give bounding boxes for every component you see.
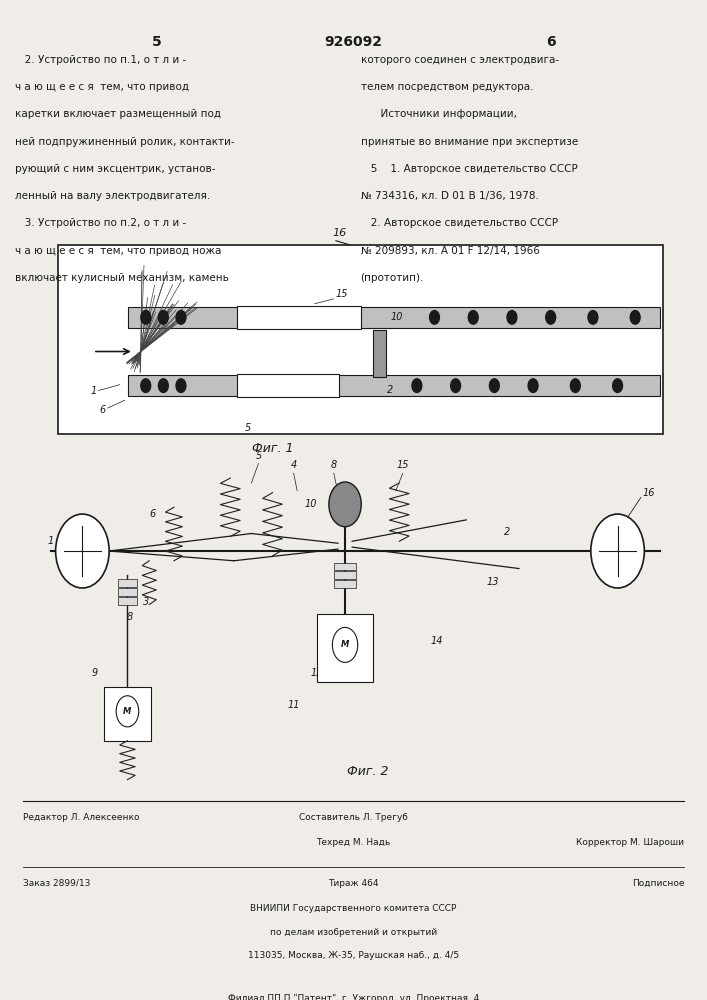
Bar — [58, 245, 663, 434]
Text: 10: 10 — [305, 499, 317, 509]
Text: Филиал ПП П "Патент", г. Ужгород, ул. Проектная, 4: Филиал ПП П "Патент", г. Ужгород, ул. Пр… — [228, 994, 479, 1000]
Text: 1: 1 — [90, 386, 96, 396]
Text: Фиг. 2: Фиг. 2 — [347, 765, 388, 778]
Text: 6: 6 — [546, 35, 556, 49]
Circle shape — [176, 379, 186, 392]
Text: телем посредством редуктора.: телем посредством редуктора. — [361, 82, 533, 92]
Text: 6: 6 — [100, 405, 105, 415]
Text: M: M — [341, 640, 349, 649]
Text: 6: 6 — [150, 509, 156, 519]
Text: 2: 2 — [387, 385, 394, 395]
Circle shape — [176, 311, 186, 324]
Text: 15: 15 — [397, 460, 409, 470]
Text: Редактор Л. Алексеенко: Редактор Л. Алексеенко — [23, 813, 139, 822]
Circle shape — [507, 311, 517, 324]
Text: 12: 12 — [310, 668, 323, 678]
Text: ВНИИПИ Государственного комитета СССР: ВНИИПИ Государственного комитета СССР — [250, 904, 457, 913]
Text: 11: 11 — [287, 700, 300, 710]
Text: ней подпружиненный ролик, контакти-: ней подпружиненный ролик, контакти- — [16, 137, 235, 147]
Text: 16: 16 — [332, 228, 346, 238]
Text: 2. Устройство по п.1, о т л и -: 2. Устройство по п.1, о т л и - — [16, 55, 187, 65]
Text: 14: 14 — [431, 636, 443, 646]
Text: 926092: 926092 — [325, 35, 382, 49]
Circle shape — [332, 627, 358, 662]
Text: 3. Устройство по п.2, о т л и -: 3. Устройство по п.2, о т л и - — [16, 218, 187, 228]
Text: 9: 9 — [91, 668, 98, 678]
Text: 3: 3 — [143, 597, 149, 607]
Circle shape — [141, 379, 151, 392]
Text: M: M — [123, 707, 132, 716]
Text: Заказ 2899/13: Заказ 2899/13 — [23, 879, 90, 888]
Bar — [128, 307, 660, 328]
Circle shape — [141, 311, 151, 324]
Text: 2: 2 — [504, 527, 510, 537]
Bar — [238, 374, 339, 397]
Text: 8: 8 — [331, 460, 337, 470]
Circle shape — [468, 311, 478, 324]
Circle shape — [591, 514, 644, 588]
Text: ч а ю щ е е с я  тем, что привод: ч а ю щ е е с я тем, что привод — [16, 82, 189, 92]
Circle shape — [588, 311, 598, 324]
Text: 13: 13 — [486, 577, 499, 587]
Bar — [334, 563, 356, 570]
Text: рующий с ним эксцентрик, установ-: рующий с ним эксцентрик, установ- — [16, 164, 216, 174]
Text: 5: 5 — [151, 35, 161, 49]
Circle shape — [329, 482, 361, 527]
Text: Тираж 464: Тираж 464 — [328, 879, 379, 888]
Text: Составитель Л. Трегуб: Составитель Л. Трегуб — [299, 813, 408, 822]
Bar — [103, 687, 151, 741]
Bar — [238, 306, 361, 329]
Bar — [118, 588, 136, 596]
Bar — [118, 597, 136, 605]
Text: 5    1. Авторское свидетельство СССР: 5 1. Авторское свидетельство СССР — [361, 164, 578, 174]
Bar — [334, 580, 356, 588]
Circle shape — [450, 379, 460, 392]
Text: 10: 10 — [390, 312, 402, 322]
Circle shape — [571, 379, 580, 392]
Circle shape — [528, 379, 538, 392]
Text: 5: 5 — [255, 451, 262, 461]
Text: включает кулисный механизм, камень: включает кулисный механизм, камень — [16, 273, 229, 283]
Text: Корректор М. Шароши: Корректор М. Шароши — [576, 838, 684, 847]
Circle shape — [630, 311, 640, 324]
Circle shape — [412, 379, 422, 392]
Text: 113035, Москва, Ж-35, Раушская наб., д. 4/5: 113035, Москва, Ж-35, Раушская наб., д. … — [248, 951, 459, 960]
Text: № 734316, кл. D 01 В 1/36, 1978.: № 734316, кл. D 01 В 1/36, 1978. — [361, 191, 539, 201]
Circle shape — [56, 514, 109, 588]
Text: Техред М. Надь: Техред М. Надь — [316, 838, 391, 847]
Text: которого соединен с электродвига-: которого соединен с электродвига- — [361, 55, 559, 65]
Text: 16: 16 — [642, 488, 655, 498]
Text: принятые во внимание при экспертизе: принятые во внимание при экспертизе — [361, 137, 578, 147]
Text: 1: 1 — [48, 536, 54, 546]
Bar — [373, 330, 386, 377]
Text: каретки включает размещенный под: каретки включает размещенный под — [16, 109, 221, 119]
Text: 8: 8 — [127, 612, 133, 622]
Text: Фиг. 1: Фиг. 1 — [252, 442, 293, 455]
Text: ленный на валу электродвигателя.: ленный на валу электродвигателя. — [16, 191, 211, 201]
Bar — [118, 579, 136, 587]
Text: 4: 4 — [291, 460, 297, 470]
Circle shape — [546, 311, 556, 324]
Circle shape — [430, 311, 440, 324]
Text: ч а ю щ е е с я  тем, что привод ножа: ч а ю щ е е с я тем, что привод ножа — [16, 246, 222, 256]
Bar — [334, 571, 356, 579]
Text: № 209893, кл. А 01 F 12/14, 1966: № 209893, кл. А 01 F 12/14, 1966 — [361, 246, 539, 256]
Bar — [128, 375, 660, 396]
Circle shape — [613, 379, 622, 392]
Text: 5: 5 — [245, 423, 250, 433]
Text: 2. Авторское свидетельство СССР: 2. Авторское свидетельство СССР — [361, 218, 558, 228]
Text: 15: 15 — [336, 289, 349, 299]
Bar — [317, 614, 373, 682]
Text: 7: 7 — [328, 636, 334, 646]
Circle shape — [489, 379, 499, 392]
Circle shape — [158, 379, 168, 392]
Text: Подписное: Подписное — [632, 879, 684, 888]
Text: (прототип).: (прототип). — [361, 273, 424, 283]
Text: Источники информации,: Источники информации, — [361, 109, 517, 119]
Text: по делам изобретений и открытий: по делам изобретений и открытий — [270, 928, 437, 937]
Circle shape — [158, 311, 168, 324]
Circle shape — [116, 696, 139, 727]
